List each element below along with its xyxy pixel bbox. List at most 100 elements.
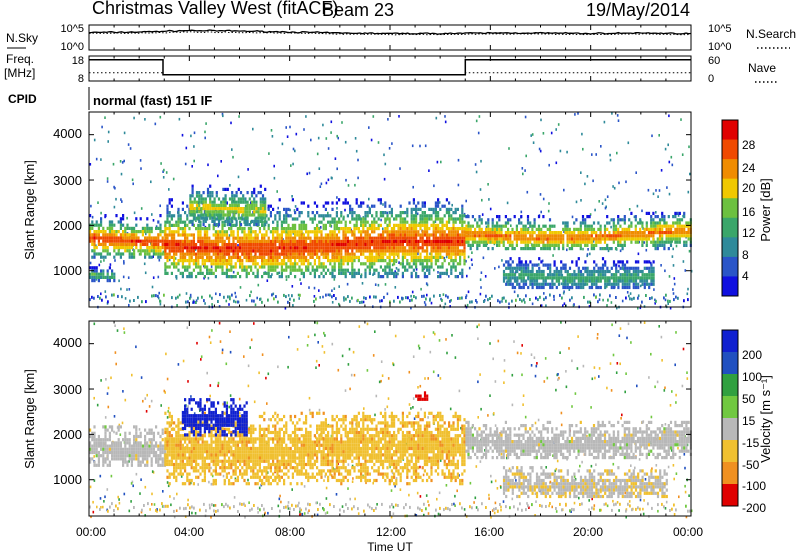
- data-cell: [461, 252, 464, 256]
- data-cell: [626, 266, 629, 270]
- data-cell: [377, 255, 380, 259]
- data-cell: [255, 207, 258, 211]
- data-cell: [360, 252, 363, 256]
- data-cell: [353, 239, 356, 243]
- data-cell: [674, 237, 677, 241]
- data-cell: [537, 215, 541, 219]
- data-cell: [252, 236, 255, 240]
- data-cell: [135, 230, 138, 234]
- data-cell: [647, 211, 651, 215]
- data-cell: [542, 224, 545, 228]
- scatter-cell: [272, 292, 275, 296]
- data-cell: [465, 240, 468, 244]
- scatter-cell: [119, 160, 122, 163]
- data-cell: [448, 220, 451, 224]
- scatter-cell: [479, 292, 482, 296]
- data-cell: [157, 255, 160, 259]
- data-cell: [206, 255, 209, 259]
- data-cell: [215, 213, 218, 217]
- data-cell: [426, 217, 429, 221]
- clutter-cell: [649, 297, 651, 300]
- data-cell: [573, 276, 576, 280]
- data-cell: [272, 236, 275, 240]
- data-cell: [353, 259, 356, 263]
- scatter-cell: [672, 464, 675, 467]
- scatter-cell: [575, 200, 578, 204]
- data-cell: [283, 262, 286, 266]
- data-cell: [256, 236, 259, 240]
- scatter-cell: [578, 496, 580, 500]
- data-cell: [324, 243, 327, 247]
- data-cell: [313, 214, 316, 218]
- data-cell: [537, 234, 541, 238]
- data-cell: [296, 268, 299, 272]
- data-cell: [302, 246, 305, 250]
- scatter-cell: [658, 134, 660, 137]
- data-cell: [108, 220, 111, 224]
- data-cell: [222, 207, 225, 211]
- data-cell: [549, 273, 552, 277]
- data-cell: [377, 239, 380, 243]
- data-cell: [346, 227, 349, 231]
- data-cell: [450, 271, 453, 275]
- data-cell: [505, 276, 508, 280]
- data-cell: [412, 214, 415, 218]
- data-cell: [269, 204, 272, 208]
- data-cell: [245, 243, 248, 247]
- clutter-cell: [145, 300, 147, 304]
- scatter-cell: [667, 302, 669, 305]
- data-cell: [401, 265, 404, 269]
- data-cell: [540, 276, 543, 280]
- data-cell: [222, 197, 225, 201]
- data-cell: [342, 246, 345, 250]
- data-cell: [516, 263, 519, 267]
- data-cell: [344, 268, 347, 272]
- data-cell: [285, 246, 288, 250]
- data-cell: [331, 217, 334, 221]
- data-cell: [579, 234, 582, 238]
- data-cell: [408, 227, 411, 231]
- data-cell: [360, 201, 363, 205]
- data-cell: [493, 224, 496, 228]
- data-cell: [456, 233, 459, 237]
- data-cell: [667, 227, 670, 231]
- scatter-cell: [587, 248, 589, 251]
- data-cell: [115, 239, 118, 243]
- scatter-cell: [101, 125, 103, 129]
- data-cell: [493, 237, 496, 241]
- data-cell: [491, 247, 494, 251]
- scatter-cell: [383, 177, 386, 181]
- data-cell: [480, 227, 483, 231]
- clutter-cell: [537, 298, 539, 302]
- data-cell: [408, 230, 411, 234]
- data-cell: [511, 240, 514, 244]
- data-cell: [384, 227, 387, 231]
- data-cell: [89, 226, 92, 230]
- data-cell: [560, 269, 563, 274]
- data-cell: [179, 243, 182, 247]
- data-cell: [437, 223, 440, 227]
- data-cell: [124, 242, 127, 246]
- data-cell: [155, 239, 158, 243]
- data-cell: [674, 231, 677, 235]
- data-cell: [164, 230, 167, 234]
- data-cell: [285, 217, 288, 221]
- scatter-cell: [435, 116, 438, 120]
- data-cell: [562, 243, 565, 247]
- data-cell: [395, 243, 398, 247]
- data-cell: [214, 233, 217, 237]
- data-cell: [412, 198, 415, 202]
- data-cell: [368, 243, 371, 247]
- data-cell: [366, 243, 369, 247]
- data-cell: [230, 259, 233, 263]
- scatter-cell: [110, 474, 113, 478]
- data-cell: [316, 211, 319, 215]
- data-cell: [421, 236, 424, 240]
- data-cell: [408, 201, 411, 205]
- data-cell: [573, 273, 576, 277]
- data-cell: [318, 243, 321, 247]
- data-cell: [443, 249, 446, 253]
- clutter-cell: [113, 293, 115, 297]
- data-cell: [346, 236, 349, 240]
- scatter-cell: [471, 263, 473, 266]
